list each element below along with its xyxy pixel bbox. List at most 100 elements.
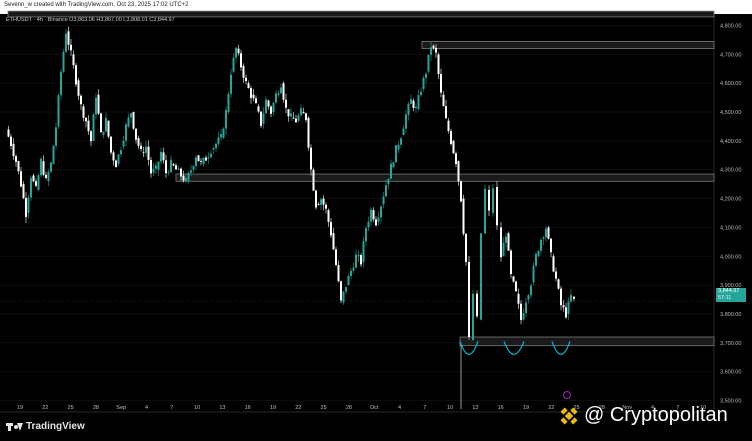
candle-body bbox=[227, 93, 230, 113]
y-tick-label: 3,800.00 bbox=[720, 312, 741, 318]
y-tick-label: 3,700.00 bbox=[720, 341, 741, 347]
candle-body bbox=[122, 140, 125, 147]
candle-body bbox=[522, 313, 525, 320]
candle-body bbox=[252, 94, 255, 99]
y-tick-label: 4,100.00 bbox=[720, 225, 741, 231]
candle-body bbox=[422, 77, 425, 89]
candle-body bbox=[557, 279, 560, 289]
candle-body bbox=[175, 165, 177, 170]
candle-body bbox=[240, 53, 242, 68]
candle-body bbox=[20, 171, 22, 187]
candle-body bbox=[355, 254, 357, 268]
x-tick-label: 25 bbox=[68, 405, 74, 411]
candle-body bbox=[187, 172, 190, 182]
candle-body bbox=[347, 275, 350, 286]
candle-body bbox=[237, 48, 240, 54]
candle-body bbox=[42, 161, 45, 175]
candle-body bbox=[262, 113, 265, 124]
candle-body bbox=[290, 113, 292, 117]
x-tick-label: 28 bbox=[599, 405, 605, 411]
candle-body bbox=[350, 270, 352, 276]
candle-body bbox=[442, 94, 445, 107]
candle-body bbox=[242, 65, 245, 78]
candle-body bbox=[382, 196, 385, 205]
candle-body bbox=[215, 143, 217, 149]
y-tick-label: 4,000.00 bbox=[720, 254, 741, 260]
tradingview-brand[interactable]: TradingView bbox=[6, 421, 85, 432]
candle-body bbox=[15, 156, 17, 162]
candle-body bbox=[535, 253, 537, 266]
x-tick-label: 10 bbox=[194, 405, 200, 411]
x-tick-label: 7 bbox=[676, 405, 679, 411]
candle-body bbox=[330, 221, 332, 236]
candle-body bbox=[12, 143, 15, 157]
candle-body bbox=[292, 117, 295, 119]
x-tick-label: 22 bbox=[548, 405, 554, 411]
candle-body bbox=[385, 185, 387, 197]
candle-body bbox=[205, 157, 207, 161]
candle-body bbox=[537, 250, 540, 257]
candle-body bbox=[210, 153, 212, 158]
candle-body bbox=[157, 161, 160, 170]
candle-body bbox=[87, 120, 90, 132]
candle-body bbox=[165, 160, 167, 174]
candle-body bbox=[550, 238, 552, 253]
candle-body bbox=[302, 112, 305, 114]
y-tick-label: 4,800.00 bbox=[720, 24, 741, 30]
x-tick-label: 16 bbox=[498, 405, 504, 411]
candle-body bbox=[30, 178, 32, 198]
candle-body bbox=[447, 120, 450, 132]
y-tick-label: 4,400.00 bbox=[720, 139, 741, 145]
y-tick-label: 3,900.00 bbox=[720, 283, 741, 289]
candle-body bbox=[488, 189, 490, 211]
candle-body bbox=[390, 163, 392, 179]
brand-name: TradingView bbox=[26, 421, 85, 432]
candle-body bbox=[415, 106, 417, 109]
candle-body bbox=[505, 236, 507, 243]
candle-body bbox=[317, 204, 320, 206]
candle-body bbox=[570, 295, 572, 302]
candle-body bbox=[182, 175, 185, 181]
candle-body bbox=[162, 152, 165, 161]
candle-body bbox=[332, 233, 335, 250]
y-tick-label: 4,500.00 bbox=[720, 110, 741, 116]
candle-body bbox=[515, 281, 517, 292]
candle-body bbox=[460, 181, 462, 202]
candle-body bbox=[100, 113, 102, 133]
candle-body bbox=[152, 168, 155, 173]
candle-body bbox=[85, 117, 87, 122]
bottom-arc-annotation bbox=[503, 341, 525, 355]
candle-body bbox=[57, 95, 60, 127]
candle-body bbox=[297, 115, 300, 121]
candle-body bbox=[432, 45, 435, 48]
candle-body bbox=[335, 249, 337, 265]
x-tick-label: 7 bbox=[170, 405, 173, 411]
candle-body bbox=[115, 160, 117, 168]
candle-body bbox=[360, 255, 362, 265]
candle-body bbox=[177, 168, 180, 170]
candle-body bbox=[47, 171, 50, 182]
candle-body bbox=[542, 237, 545, 239]
candle-body bbox=[562, 305, 565, 308]
candle-body bbox=[37, 175, 40, 190]
candle-body bbox=[357, 255, 360, 257]
candle-body bbox=[476, 293, 478, 317]
candle-body bbox=[507, 233, 510, 251]
last-price: 3,844.97 bbox=[718, 288, 740, 294]
candle-body bbox=[45, 174, 47, 178]
candle-body bbox=[275, 93, 277, 103]
candle-body bbox=[195, 157, 197, 167]
candle-body bbox=[55, 127, 57, 146]
candle-body bbox=[160, 151, 162, 162]
candle-body bbox=[412, 100, 415, 109]
candle-body bbox=[405, 114, 407, 129]
candle-body bbox=[445, 106, 447, 119]
candle-body bbox=[197, 155, 200, 162]
candle-body bbox=[222, 128, 225, 139]
bar-countdown: 57:11 bbox=[718, 295, 732, 301]
candle-body bbox=[315, 190, 317, 208]
candle-body bbox=[110, 136, 112, 153]
candle-body bbox=[125, 124, 127, 141]
candle-body bbox=[565, 307, 567, 318]
